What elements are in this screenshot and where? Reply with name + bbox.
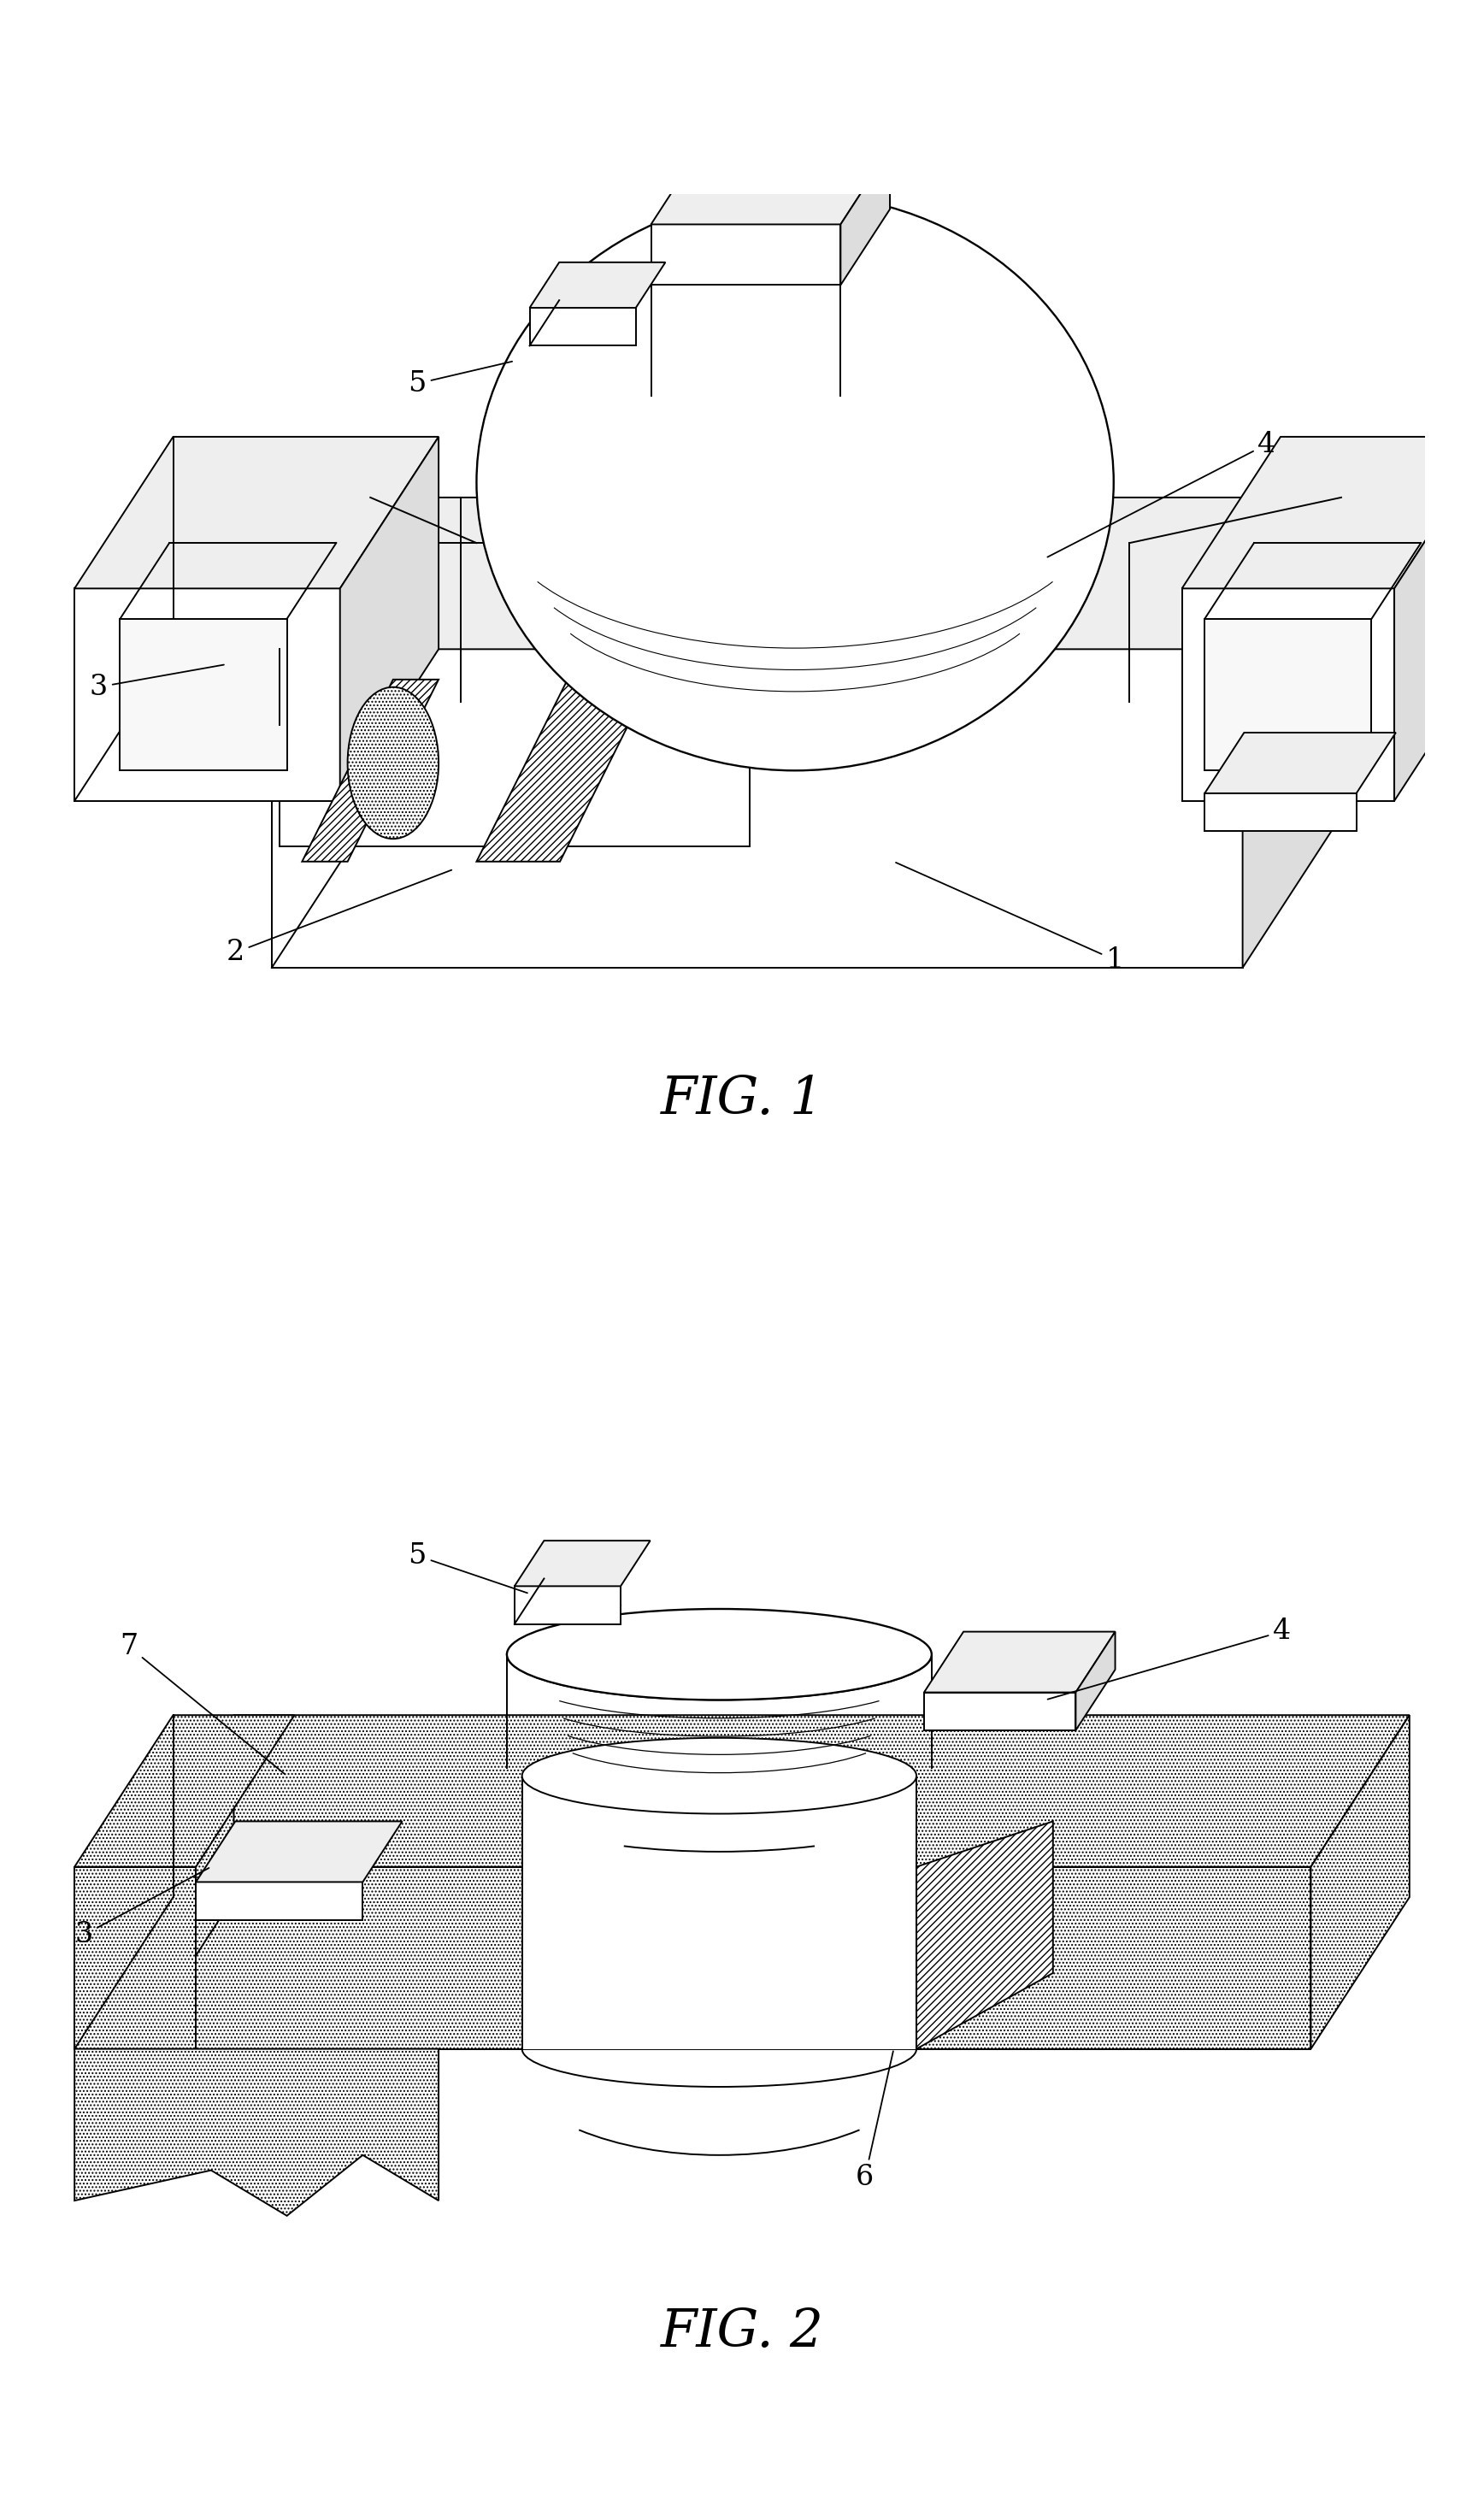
Polygon shape <box>925 1693 1076 1731</box>
Text: FIG. 2: FIG. 2 <box>660 2307 824 2357</box>
Polygon shape <box>530 262 665 307</box>
Polygon shape <box>651 224 840 284</box>
Text: 1: 1 <box>896 863 1125 974</box>
Polygon shape <box>1076 1633 1114 1731</box>
Polygon shape <box>74 438 439 589</box>
Ellipse shape <box>476 194 1113 770</box>
Polygon shape <box>1205 793 1356 830</box>
Text: FIG. 1: FIG. 1 <box>660 1074 824 1125</box>
Polygon shape <box>651 148 890 224</box>
Ellipse shape <box>508 1608 932 1701</box>
Polygon shape <box>74 1716 294 1867</box>
Polygon shape <box>515 1540 650 1585</box>
Polygon shape <box>272 649 1242 969</box>
Polygon shape <box>74 2048 439 2217</box>
Polygon shape <box>925 1633 1114 1693</box>
Polygon shape <box>74 589 340 800</box>
Polygon shape <box>135 1867 1310 2048</box>
Polygon shape <box>1242 498 1342 969</box>
Polygon shape <box>1205 732 1396 793</box>
Polygon shape <box>74 1867 196 2048</box>
Ellipse shape <box>347 687 439 838</box>
Polygon shape <box>917 1822 1054 2048</box>
Polygon shape <box>1310 1716 1410 2048</box>
Text: 6: 6 <box>856 2051 893 2191</box>
Polygon shape <box>1181 438 1484 589</box>
Polygon shape <box>1181 589 1395 800</box>
Text: 3: 3 <box>89 664 224 699</box>
Polygon shape <box>196 1822 402 1882</box>
Polygon shape <box>530 307 635 345</box>
Polygon shape <box>476 679 651 860</box>
Ellipse shape <box>522 1739 917 1814</box>
Polygon shape <box>515 1585 620 1625</box>
Polygon shape <box>272 498 1342 649</box>
Polygon shape <box>1395 438 1484 800</box>
Text: 2: 2 <box>226 871 451 966</box>
Text: 4: 4 <box>1048 430 1276 556</box>
Text: 5: 5 <box>408 1542 527 1593</box>
Text: 5: 5 <box>408 362 512 398</box>
Polygon shape <box>196 1882 362 1920</box>
Polygon shape <box>340 438 439 800</box>
Polygon shape <box>120 619 286 770</box>
Text: 4: 4 <box>1048 1618 1291 1698</box>
Polygon shape <box>522 1776 917 2048</box>
Polygon shape <box>135 1716 234 2048</box>
Text: 7: 7 <box>120 1633 285 1774</box>
Text: 3: 3 <box>74 1867 209 1950</box>
Polygon shape <box>303 679 439 860</box>
Polygon shape <box>840 148 890 284</box>
Polygon shape <box>135 1716 1410 1867</box>
Polygon shape <box>1205 619 1371 770</box>
